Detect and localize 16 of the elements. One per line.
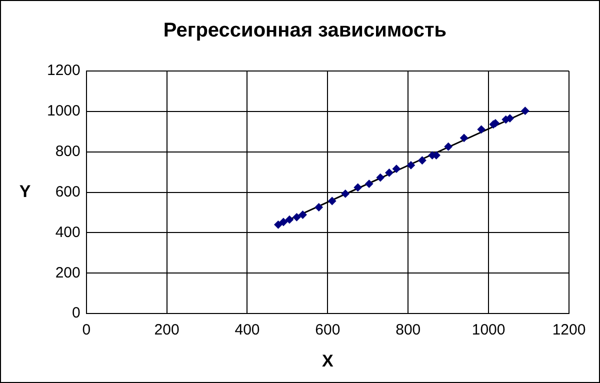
- x-tick-label: 1000: [472, 322, 506, 339]
- x-axis-title: X: [322, 351, 334, 370]
- chart-title: Регрессионная зависимость: [163, 20, 447, 42]
- y-tick-label: 800: [55, 143, 80, 160]
- y-tick-label: 400: [55, 224, 80, 241]
- x-tick-label: 200: [154, 322, 180, 339]
- x-tick-label: 600: [315, 322, 340, 339]
- x-tick-label: 400: [234, 322, 260, 339]
- y-tick-label: 1000: [46, 102, 80, 120]
- y-tick-label: 200: [55, 264, 80, 282]
- y-tick-label: 600: [55, 183, 80, 200]
- x-tick-label: 1200: [552, 322, 586, 339]
- y-axis-title: Y: [19, 182, 32, 201]
- y-tick-label: 1200: [46, 62, 80, 80]
- x-tick-label: 800: [396, 322, 421, 339]
- y-tick-label: 0: [72, 304, 80, 322]
